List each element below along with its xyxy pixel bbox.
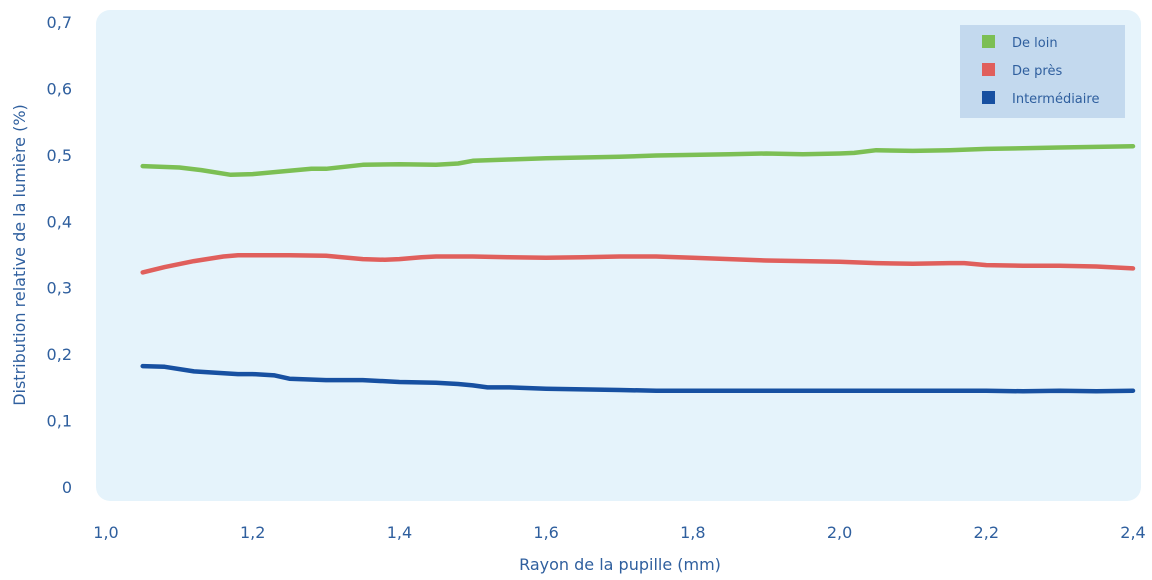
y-tick-label: 0,5	[47, 146, 72, 165]
x-tick-label: 2,4	[1120, 523, 1145, 542]
series-line	[140, 252, 1136, 275]
y-axis-tick-labels: 0 0,1 0,2 0,3 0,4 0,5 0,6 0,7	[47, 13, 72, 497]
x-tick-label: 1,6	[533, 523, 558, 542]
x-tick-label: 2,0	[827, 523, 852, 542]
x-axis-tick-labels: 1,0 1,2 1,4 1,6 1,8 2,0 2,2 2,4	[93, 523, 1145, 542]
legend-label: De près	[1012, 64, 1062, 79]
series-lines	[140, 143, 1136, 394]
x-tick-label: 1,0	[93, 523, 118, 542]
y-tick-label: 0,4	[47, 212, 72, 231]
y-tick-label: 0,6	[47, 79, 72, 98]
y-tick-label: 0,7	[47, 13, 72, 32]
legend-label: Intermédiaire	[1012, 92, 1099, 107]
x-tick-label: 1,8	[680, 523, 705, 542]
y-tick-label: 0,3	[47, 279, 72, 298]
legend: De loin De près Intermédiaire	[960, 25, 1125, 118]
legend-swatch	[982, 91, 995, 104]
series-line	[140, 363, 1136, 394]
y-axis-title: Distribution relative de la lumière (%)	[10, 104, 29, 406]
x-tick-label: 1,2	[240, 523, 265, 542]
legend-swatch	[982, 63, 995, 76]
y-tick-label: 0,1	[47, 412, 72, 431]
legend-swatch	[982, 35, 995, 48]
x-axis-title: Rayon de la pupille (mm)	[519, 555, 721, 574]
x-tick-label: 2,2	[974, 523, 999, 542]
series-line	[140, 143, 1136, 178]
y-tick-label: 0	[62, 478, 72, 497]
x-tick-label: 1,4	[387, 523, 412, 542]
legend-label: De loin	[1012, 36, 1058, 51]
y-tick-label: 0,2	[47, 345, 72, 364]
